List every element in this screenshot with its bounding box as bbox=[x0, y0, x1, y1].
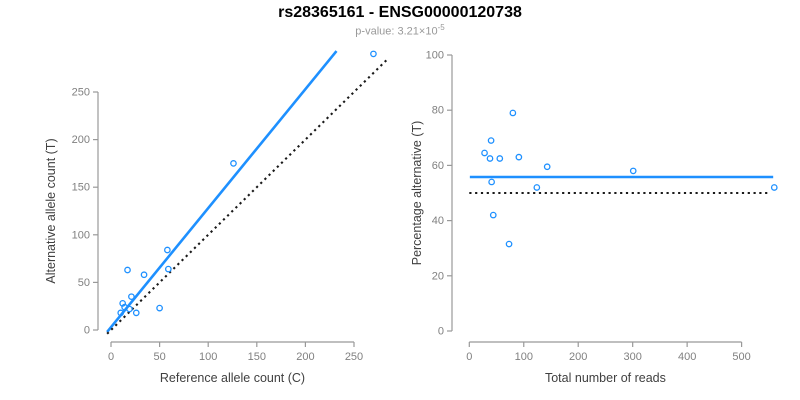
data-point bbox=[509, 109, 517, 117]
y-tick-label: 250 bbox=[72, 87, 90, 99]
x-tick-label: 200 bbox=[296, 351, 314, 363]
data-point bbox=[164, 265, 172, 273]
data-point bbox=[533, 184, 541, 191]
data-point bbox=[128, 293, 135, 301]
x-tick-label: 150 bbox=[248, 351, 266, 363]
data-point bbox=[481, 149, 488, 157]
data-point bbox=[489, 211, 497, 219]
data-point bbox=[126, 305, 133, 313]
data-point bbox=[496, 155, 504, 162]
figure-title: rs28365161 - ENSG00000120738 bbox=[278, 4, 522, 21]
data-point bbox=[124, 266, 131, 274]
y-tick-label: 20 bbox=[432, 270, 444, 282]
data-point bbox=[117, 309, 125, 317]
y-tick-label: 40 bbox=[432, 215, 444, 227]
x-tick-label: 300 bbox=[624, 351, 642, 363]
x-tick-label: 200 bbox=[569, 351, 587, 363]
data-point bbox=[488, 178, 495, 186]
data-point bbox=[370, 50, 377, 58]
y-axis-label: Percentage alternative (T) bbox=[410, 121, 424, 266]
y-tick-label: 50 bbox=[78, 277, 90, 289]
pvalue-exponent: -5 bbox=[437, 23, 445, 32]
y-tick-label: 150 bbox=[72, 182, 90, 194]
y-tick-label: 100 bbox=[426, 50, 444, 62]
data-point bbox=[515, 153, 523, 161]
y-tick-label: 200 bbox=[72, 134, 90, 146]
y-tick-label: 100 bbox=[72, 229, 90, 241]
percentage-panel: 0 20 40 60 80 100 0 100 200 300 400 500 Total number… bbox=[410, 50, 778, 385]
data-point bbox=[505, 240, 513, 248]
data-point bbox=[487, 137, 495, 144]
data-point bbox=[140, 271, 148, 279]
y-tick-label: 60 bbox=[432, 160, 444, 172]
y-axis-label: Alternative allele count (T) bbox=[44, 138, 58, 283]
pvalue-text: p-value: 3.21×10 bbox=[355, 25, 438, 38]
data-point bbox=[132, 309, 140, 317]
data-point bbox=[543, 163, 551, 171]
fit-line bbox=[106, 50, 338, 333]
figure-subtitle: p-value: 3.21×10-5 bbox=[0, 23, 800, 38]
data-point bbox=[770, 184, 778, 191]
data-point bbox=[230, 160, 237, 167]
y-tick-label: 80 bbox=[432, 105, 444, 117]
x-tick-label: 500 bbox=[732, 351, 750, 363]
x-tick-label: 100 bbox=[515, 351, 533, 363]
x-tick-label: 250 bbox=[345, 351, 363, 363]
data-point bbox=[164, 246, 171, 254]
x-tick-label: 0 bbox=[466, 351, 472, 363]
x-axis-label: Total number of reads bbox=[545, 371, 666, 385]
data-point bbox=[486, 155, 494, 162]
x-tick-label: 400 bbox=[678, 351, 696, 363]
y-tick-label: 0 bbox=[84, 325, 90, 337]
y-tick-label: 0 bbox=[438, 326, 444, 338]
x-axis-label: Reference allele count (C) bbox=[160, 371, 305, 385]
identity-line bbox=[106, 58, 388, 335]
x-tick-label: 100 bbox=[199, 351, 217, 363]
x-tick-label: 50 bbox=[153, 351, 165, 363]
x-tick-label: 0 bbox=[108, 351, 114, 363]
data-point bbox=[629, 167, 637, 175]
data-point bbox=[156, 304, 163, 312]
allele-counts-panel: 0 50 100 150 200 250 0 50 100 150 200 250 Reference … bbox=[44, 50, 388, 385]
